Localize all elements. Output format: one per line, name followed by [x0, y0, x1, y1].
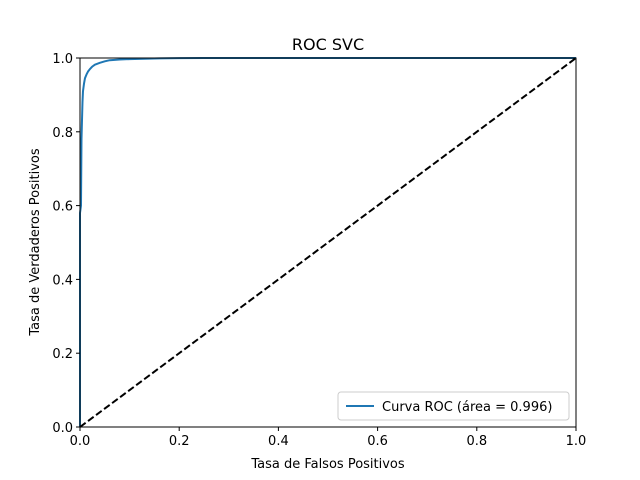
diagonal-reference-line	[79, 57, 577, 428]
y-tick-label: 0.6	[52, 200, 73, 215]
x-tick-label: 0.6	[367, 434, 388, 449]
legend-box	[337, 391, 570, 421]
chart-title: ROC SVC	[292, 35, 364, 54]
y-tick-label: 1.0	[52, 52, 73, 67]
x-tick-label: 0.8	[466, 434, 487, 449]
legend-label: Curva ROC (área = 0.996)	[382, 400, 552, 415]
y-axis-label: Tasa de Verdaderos Positivos	[28, 148, 43, 336]
x-tick-label: 0.0	[70, 434, 91, 449]
legend: Curva ROC (área = 0.996)	[337, 391, 570, 421]
y-tick-label: 0.0	[52, 421, 73, 436]
x-tick-label: 0.4	[268, 434, 289, 449]
y-tick-label: 0.4	[52, 273, 73, 288]
y-tick-label: 0.2	[52, 347, 73, 362]
y-tick-label: 0.8	[52, 126, 73, 141]
x-axis-ticks: 0.0 0.2 0.4 0.6 0.8 1.0	[70, 427, 587, 449]
x-axis-label: Tasa de Falsos Positivos	[250, 457, 405, 472]
axes-frame	[79, 57, 577, 428]
x-tick-label: 0.2	[169, 434, 190, 449]
x-tick-label: 1.0	[566, 434, 587, 449]
y-axis-ticks: 0.0 0.2 0.4 0.6 0.8 1.0	[52, 52, 80, 436]
